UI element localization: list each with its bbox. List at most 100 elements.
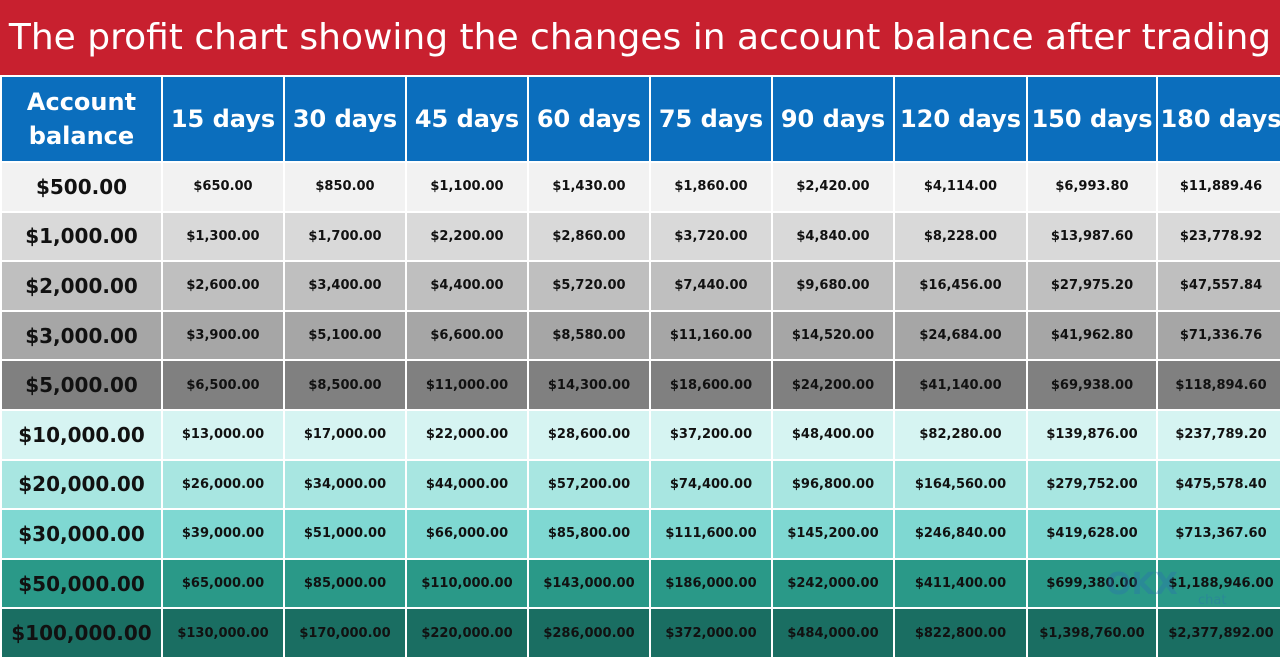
- table-cell: $85,800.00: [529, 510, 649, 558]
- table-cell: $118,894.60: [1158, 361, 1280, 409]
- table-cell: $1,398,760.00: [1028, 609, 1156, 657]
- table-cell: $143,000.00: [529, 559, 649, 608]
- table-cell: $1,300.00: [163, 212, 283, 261]
- table-row: $10,000.00 $13,000.00 $17,000.00 $22,000.00…: [2, 410, 1280, 459]
- table-cell: $850.00: [285, 163, 405, 211]
- table-cell: $130,000.00: [163, 609, 283, 657]
- row-header: $20,000.00: [2, 460, 161, 509]
- row-header: $10,000.00: [2, 410, 161, 459]
- table-cell: $24,684.00: [895, 311, 1026, 360]
- table-cell: $6,600.00: [407, 311, 527, 360]
- table-cell: $26,000.00: [163, 460, 283, 509]
- row-header: $100,000.00: [2, 609, 161, 657]
- table-cell: $47,557.84: [1158, 262, 1280, 310]
- table-row: $30,000.00 $39,000.00 $51,000.00 $66,000.00…: [2, 510, 1280, 558]
- table-cell: $69,938.00: [1028, 361, 1156, 409]
- row-header: $5,000.00: [2, 361, 161, 409]
- table-cell: $111,600.00: [651, 510, 771, 558]
- table-cell: $44,000.00: [407, 460, 527, 509]
- chart-title: The profit chart showing the changes in …: [0, 0, 1280, 75]
- table-cell: $186,000.00: [651, 559, 771, 608]
- table-cell: $13,000.00: [163, 410, 283, 459]
- column-header: 180 days: [1158, 77, 1280, 161]
- row-header: $1,000.00: [2, 212, 161, 261]
- table-cell: $1,100.00: [407, 163, 527, 211]
- table-cell: $170,000.00: [285, 609, 405, 657]
- table-row: $1,000.00 $1,300.00 $1,700.00 $2,200.00 $2,8…: [2, 212, 1280, 261]
- table-cell: $145,200.00: [773, 510, 893, 558]
- table-cell: $34,000.00: [285, 460, 405, 509]
- table-cell: $17,000.00: [285, 410, 405, 459]
- table-row: $100,000.00 $130,000.00 $170,000.00 $220,00…: [2, 609, 1280, 657]
- table-cell: $9,680.00: [773, 262, 893, 310]
- table-cell: $110,000.00: [407, 559, 527, 608]
- table-cell: $57,200.00: [529, 460, 649, 509]
- row-header: $3,000.00: [2, 311, 161, 360]
- column-header: 150 days: [1028, 77, 1156, 161]
- table-cell: $484,000.00: [773, 609, 893, 657]
- header-row: Account balance 15 days 30 days 45 days …: [2, 77, 1280, 161]
- table-cell: $4,400.00: [407, 262, 527, 310]
- table-cell: $475,578.40: [1158, 460, 1280, 509]
- table-cell: $11,889.46: [1158, 163, 1280, 211]
- table-cell: $39,000.00: [163, 510, 283, 558]
- row-header: $2,000.00: [2, 262, 161, 310]
- table-cell: $2,420.00: [773, 163, 893, 211]
- table-cell: $5,720.00: [529, 262, 649, 310]
- table-cell: $82,280.00: [895, 410, 1026, 459]
- table-cell: $96,800.00: [773, 460, 893, 509]
- table-cell: $11,160.00: [651, 311, 771, 360]
- column-header: 60 days: [529, 77, 649, 161]
- column-header: 90 days: [773, 77, 893, 161]
- row-header: $500.00: [2, 163, 161, 211]
- table-cell: $237,789.20: [1158, 410, 1280, 459]
- table-cell: $16,456.00: [895, 262, 1026, 310]
- table-cell: $650.00: [163, 163, 283, 211]
- table-cell: $37,200.00: [651, 410, 771, 459]
- table-cell: $85,000.00: [285, 559, 405, 608]
- table-cell: $411,400.00: [895, 559, 1026, 608]
- table-cell: $48,400.00: [773, 410, 893, 459]
- profit-table: Account balance 15 days 30 days 45 days …: [0, 75, 1280, 659]
- table-cell: $1,860.00: [651, 163, 771, 211]
- table-cell: $3,900.00: [163, 311, 283, 360]
- table-body: $500.00 $650.00 $850.00 $1,100.00 $1,430.00 $…: [2, 163, 1280, 657]
- table-cell: $41,962.80: [1028, 311, 1156, 360]
- table-cell: $65,000.00: [163, 559, 283, 608]
- table-cell: $11,000.00: [407, 361, 527, 409]
- table-cell: $7,440.00: [651, 262, 771, 310]
- table-cell: $2,377,892.00: [1158, 609, 1280, 657]
- table-cell: $822,800.00: [895, 609, 1026, 657]
- row-header: $50,000.00: [2, 559, 161, 608]
- table-cell: $372,000.00: [651, 609, 771, 657]
- table-cell: $8,228.00: [895, 212, 1026, 261]
- table-cell: $139,876.00: [1028, 410, 1156, 459]
- table-cell: $14,520.00: [773, 311, 893, 360]
- row-header: $30,000.00: [2, 510, 161, 558]
- table-cell: $74,400.00: [651, 460, 771, 509]
- table-cell: $246,840.00: [895, 510, 1026, 558]
- table-cell: $71,336.76: [1158, 311, 1280, 360]
- table-cell: $3,400.00: [285, 262, 405, 310]
- column-header: 75 days: [651, 77, 771, 161]
- table-cell: $1,700.00: [285, 212, 405, 261]
- table-cell: $5,100.00: [285, 311, 405, 360]
- table-cell: $2,600.00: [163, 262, 283, 310]
- table-cell: $18,600.00: [651, 361, 771, 409]
- table-cell: $419,628.00: [1028, 510, 1156, 558]
- table-cell: $8,580.00: [529, 311, 649, 360]
- table-cell: $23,778.92: [1158, 212, 1280, 261]
- table-cell: $13,987.60: [1028, 212, 1156, 261]
- table-row: $5,000.00 $6,500.00 $8,500.00 $11,000.00 $14…: [2, 361, 1280, 409]
- table-cell: $41,140.00: [895, 361, 1026, 409]
- table-row: $500.00 $650.00 $850.00 $1,100.00 $1,430.00 $…: [2, 163, 1280, 211]
- table-cell: $66,000.00: [407, 510, 527, 558]
- table-row: $50,000.00 $65,000.00 $85,000.00 $110,000.0…: [2, 559, 1280, 608]
- table-row: $20,000.00 $26,000.00 $34,000.00 $44,000.00…: [2, 460, 1280, 509]
- table-cell: $4,114.00: [895, 163, 1026, 211]
- table-cell: $286,000.00: [529, 609, 649, 657]
- table-cell: $2,200.00: [407, 212, 527, 261]
- table-cell: $6,500.00: [163, 361, 283, 409]
- table-cell: $6,993.80: [1028, 163, 1156, 211]
- table-cell: $27,975.20: [1028, 262, 1156, 310]
